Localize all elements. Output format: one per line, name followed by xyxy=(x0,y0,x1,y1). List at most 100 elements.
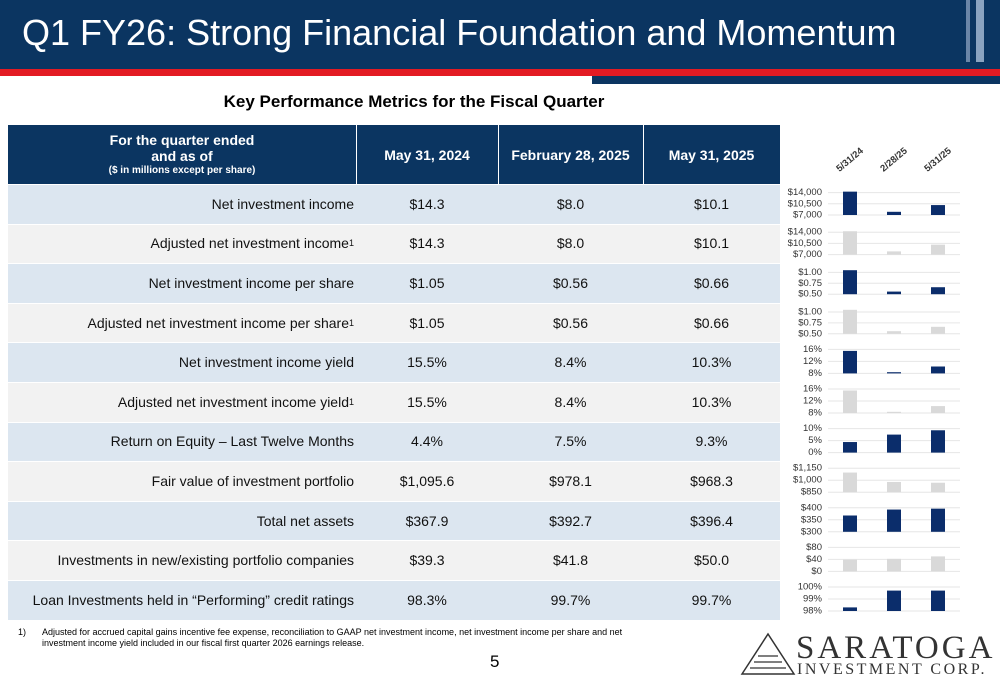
footnote: Adjusted for accrued capital gains incen… xyxy=(42,627,623,648)
value-cell: 10.3% xyxy=(691,393,732,410)
value-cell: $396.4 xyxy=(690,512,733,529)
value-cell: $0.56 xyxy=(552,274,589,291)
row-label-text: Adjusted net investment income yield xyxy=(117,393,349,410)
value-cell: $14.3 xyxy=(409,195,445,212)
bar xyxy=(843,442,857,453)
row-label-text: Net investment income xyxy=(211,195,354,212)
navy-stripe xyxy=(592,76,1000,84)
row-label: Net investment income yield xyxy=(8,342,356,382)
y-tick-label: 0% xyxy=(808,447,822,458)
row-label-text: Adjusted net investment income xyxy=(150,235,349,252)
header-cell xyxy=(8,125,356,184)
y-tick-label: $10,500 xyxy=(788,238,822,249)
bar xyxy=(887,481,901,493)
column-header: May 31, 2025 xyxy=(668,146,755,163)
bar xyxy=(843,559,857,572)
y-tick-label: 12% xyxy=(803,356,823,367)
y-tick-label: 8% xyxy=(808,368,822,379)
y-tick-label: $7,000 xyxy=(793,249,822,260)
row-label-text: Fair value of investment portfolio xyxy=(151,472,354,489)
value-cell: 98.3% xyxy=(407,591,447,608)
bar xyxy=(887,411,901,413)
bar xyxy=(887,331,901,334)
row-label: Net investment income xyxy=(8,184,356,224)
row-bg xyxy=(8,343,780,382)
y-tick-label: $1.00 xyxy=(798,306,822,317)
value-cell: 15.5% xyxy=(407,354,447,371)
row-bg xyxy=(8,303,780,343)
row-label: Return on Equity – Last Twelve Months xyxy=(8,422,356,462)
row-label-text: Loan Investments held in “Performing” cr… xyxy=(32,591,354,608)
bar xyxy=(931,326,945,334)
bar xyxy=(887,590,901,611)
row-label: Adjusted net investment income yield 1 xyxy=(8,382,356,422)
row-bg xyxy=(8,541,780,580)
value-cell: $1.05 xyxy=(409,314,445,331)
y-tick-label: $1.00 xyxy=(798,267,822,278)
row-label: Investments in new/existing portfolio co… xyxy=(8,540,356,580)
row-bg xyxy=(8,462,780,501)
value-cell: 9.3% xyxy=(695,433,728,450)
bar xyxy=(843,472,857,493)
value-cell: $1.05 xyxy=(409,274,445,291)
value-cell: 8.4% xyxy=(554,393,587,410)
deco-bar xyxy=(966,0,970,62)
header-line: For the quarter ended xyxy=(109,132,255,148)
row-label: Adjusted net investment income 1 xyxy=(8,224,356,264)
value-cell: 10.3% xyxy=(691,354,732,371)
bar xyxy=(887,558,901,572)
deco-bar xyxy=(976,0,984,62)
logo-icon xyxy=(740,632,796,675)
value-cell: $0.66 xyxy=(693,274,730,291)
row-label: Total net assets xyxy=(8,501,356,541)
value-cell: $41.8 xyxy=(552,552,589,569)
bar xyxy=(843,607,857,611)
value-cell: 99.7% xyxy=(691,591,732,608)
bar xyxy=(887,291,901,295)
y-tick-label: 5% xyxy=(808,435,822,446)
y-tick-label: 99% xyxy=(803,594,823,605)
row-label-text: Net investment income per share xyxy=(148,274,354,291)
y-tick-label: 16% xyxy=(803,344,823,355)
row-label-text: Investments in new/existing portfolio co… xyxy=(57,552,354,569)
header-line: and as of xyxy=(151,148,213,164)
row-bg xyxy=(8,422,780,462)
value-cell: $978.1 xyxy=(549,472,592,489)
value-cell: $14.3 xyxy=(409,235,445,252)
header-line: ($ in millions except per share) xyxy=(108,165,256,176)
value-cell: $0.56 xyxy=(552,314,589,331)
value-cell: 4.4% xyxy=(411,433,443,450)
row-label-text: Adjusted net investment income per share xyxy=(87,314,349,331)
row-label-text: Return on Equity – Last Twelve Months xyxy=(110,433,354,450)
bar xyxy=(843,350,857,374)
y-tick-label: $850 xyxy=(801,487,822,498)
bar xyxy=(931,508,945,532)
y-tick-label: $40 xyxy=(806,554,822,565)
slide-title: Q1 FY26: Strong Financial Foundation and… xyxy=(22,12,897,53)
value-cell: $10.1 xyxy=(693,235,730,252)
bar xyxy=(931,590,945,611)
y-tick-label: $0.50 xyxy=(798,289,822,300)
header-cell xyxy=(644,125,780,184)
row-label: Net investment income per share xyxy=(8,263,356,303)
row-bg xyxy=(8,501,780,541)
note-ref: 1 xyxy=(348,396,354,407)
date-label: 5/31/25 xyxy=(922,145,954,174)
row-bg xyxy=(8,581,780,620)
row-bg xyxy=(8,264,780,303)
value-cell: $10.1 xyxy=(693,195,730,212)
y-tick-label: $0 xyxy=(811,566,822,577)
row-bg xyxy=(8,185,780,224)
value-cell: $50.0 xyxy=(693,552,730,569)
note-ref: 1 xyxy=(348,238,354,249)
row-label-text: Net investment income yield xyxy=(178,354,354,371)
note-ref: 1 xyxy=(348,317,354,328)
value-cell: 7.5% xyxy=(554,433,587,450)
bar xyxy=(931,287,945,295)
bar xyxy=(887,509,901,532)
bar xyxy=(843,191,857,215)
y-tick-label: $0.75 xyxy=(798,317,822,328)
